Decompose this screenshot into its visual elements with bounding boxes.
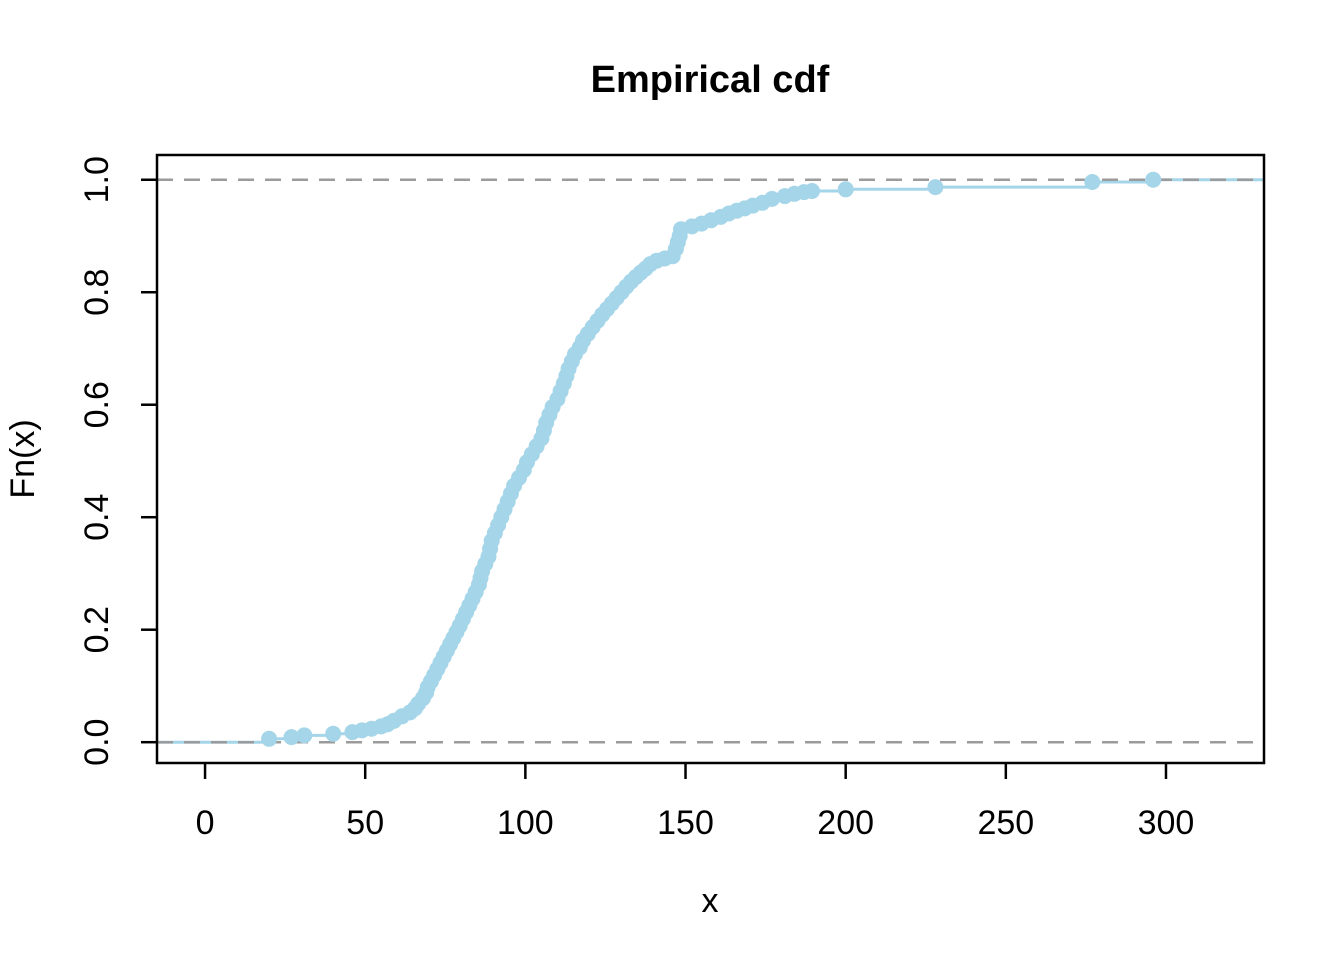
data-point (764, 190, 780, 207)
x-tick-label: 200 (817, 804, 874, 842)
y-tick-label: 0.6 (78, 381, 116, 428)
data-point (325, 725, 342, 742)
y-tick-label: 0.2 (78, 606, 116, 653)
data-point (283, 729, 300, 746)
x-tick-label: 100 (497, 804, 554, 842)
x-axis-label: x (702, 882, 719, 920)
x-tick-label: 150 (657, 804, 714, 842)
ecdf-step-line (157, 178, 1264, 744)
data-point (804, 183, 820, 199)
data-point (296, 727, 313, 744)
chart-title: Empirical cdf (591, 59, 830, 101)
data-point (1084, 174, 1101, 190)
plot-box (155, 153, 1266, 765)
x-tick-label: 0 (196, 804, 215, 842)
x-tick-label: 50 (346, 804, 384, 842)
data-point (837, 181, 854, 198)
y-axis-label: Fn(x) (4, 419, 42, 498)
y-tick-label: 1.0 (78, 156, 116, 203)
data-point (927, 179, 944, 196)
x-tick-label: 250 (977, 804, 1034, 842)
data-point (1145, 171, 1162, 188)
x-tick-label: 300 (1138, 804, 1195, 842)
data-point (261, 730, 278, 747)
y-tick-label: 0.8 (78, 269, 116, 316)
y-tick-label: 0.4 (78, 494, 116, 541)
y-tick-label: 0.0 (78, 719, 116, 766)
